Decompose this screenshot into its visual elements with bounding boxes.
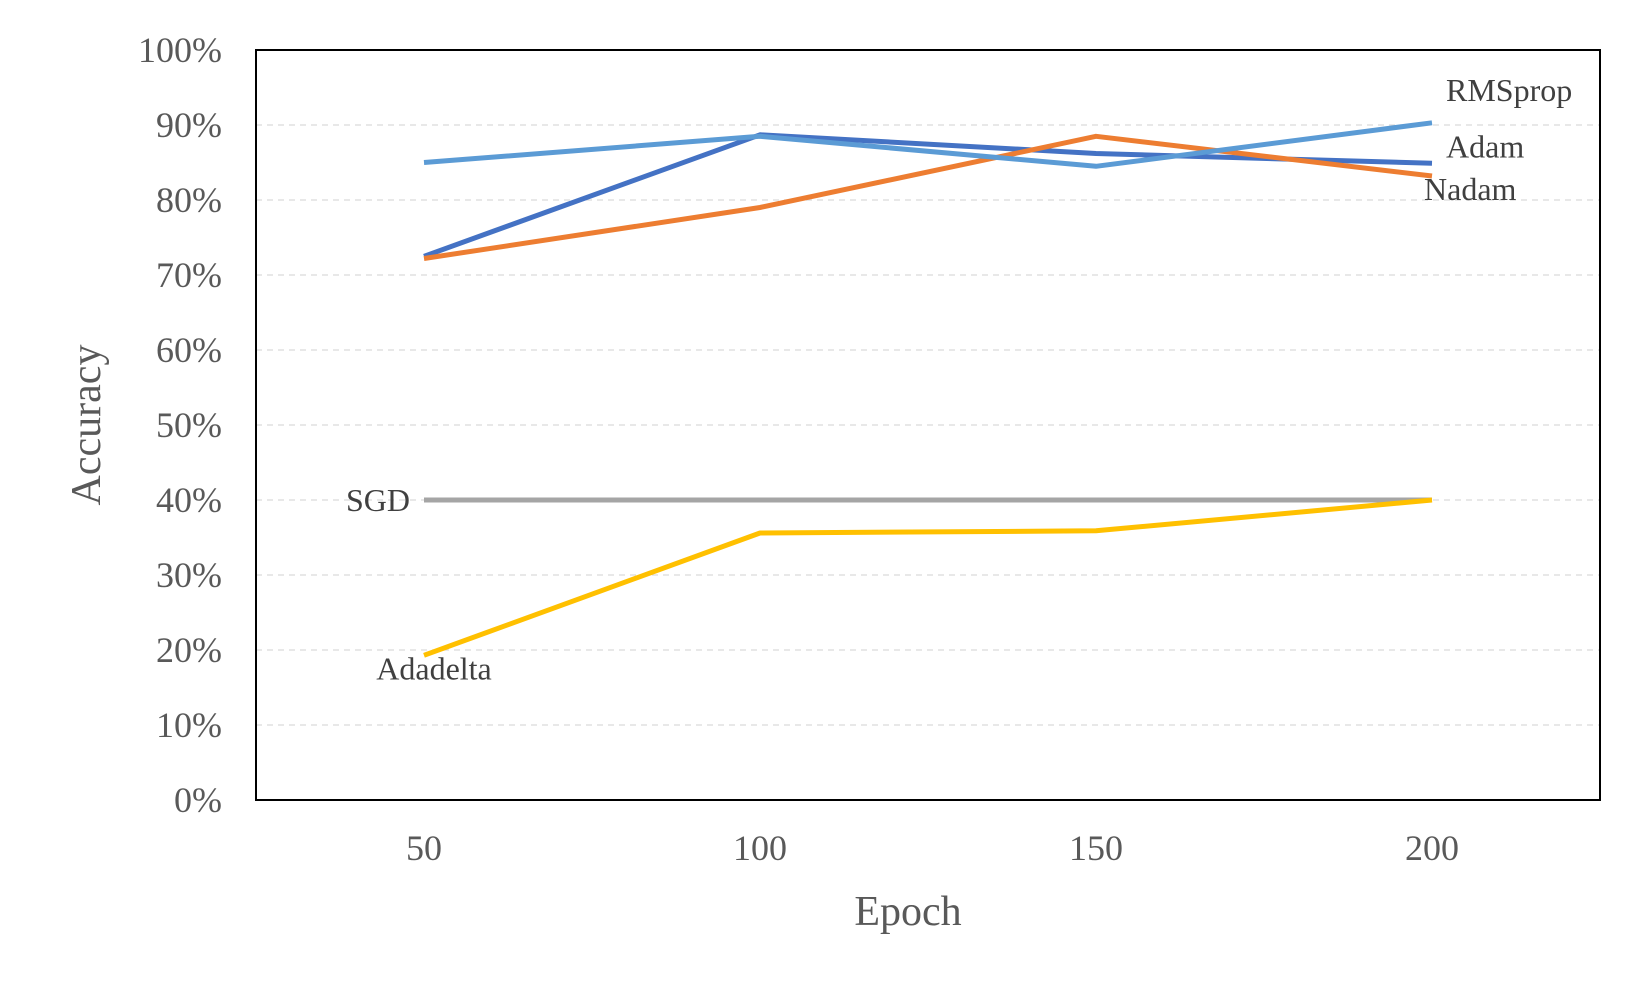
- series-label-sgd: SGD: [346, 482, 410, 518]
- series-label-adadelta: Adadelta: [376, 650, 492, 686]
- y-tick-label: 100%: [138, 30, 222, 70]
- y-tick-label: 0%: [174, 780, 222, 820]
- series-line-adadelta: [423, 497, 1433, 658]
- series-line-rmsprop: [423, 120, 1433, 169]
- y-tick-label: 40%: [156, 480, 222, 520]
- y-tick-label: 90%: [156, 105, 222, 145]
- series-lines: [423, 120, 1433, 658]
- y-tick-label: 20%: [156, 630, 222, 670]
- y-tick-label: 10%: [156, 705, 222, 745]
- series-label-adam: Adam: [1446, 128, 1524, 164]
- x-tick-label: 150: [1069, 828, 1123, 868]
- plot-area-frame: [255, 49, 1601, 801]
- x-tick-label: 100: [733, 828, 787, 868]
- y-tick-label: 50%: [156, 405, 222, 445]
- series-line-nadam: [423, 133, 1433, 261]
- y-tick-label: 30%: [156, 555, 222, 595]
- y-tick-label: 60%: [156, 330, 222, 370]
- y-tick-label: 80%: [156, 180, 222, 220]
- x-axis-tick-labels: 50 100 150 200: [406, 828, 1459, 868]
- x-tick-label: 50: [406, 828, 442, 868]
- y-tick-label: 70%: [156, 255, 222, 295]
- y-axis-tick-labels: 0% 10% 20% 30% 40% 50% 60% 70% 80% 90% 100%: [138, 30, 222, 820]
- series-labels: RMSprop Adam Nadam SGD Adadelta: [346, 72, 1572, 687]
- y-axis-title: Accuracy: [64, 345, 110, 506]
- x-axis-title: Epoch: [854, 889, 961, 935]
- x-tick-label: 200: [1405, 828, 1459, 868]
- series-label-nadam: Nadam: [1424, 171, 1517, 207]
- series-label-rmsprop: RMSprop: [1446, 72, 1572, 108]
